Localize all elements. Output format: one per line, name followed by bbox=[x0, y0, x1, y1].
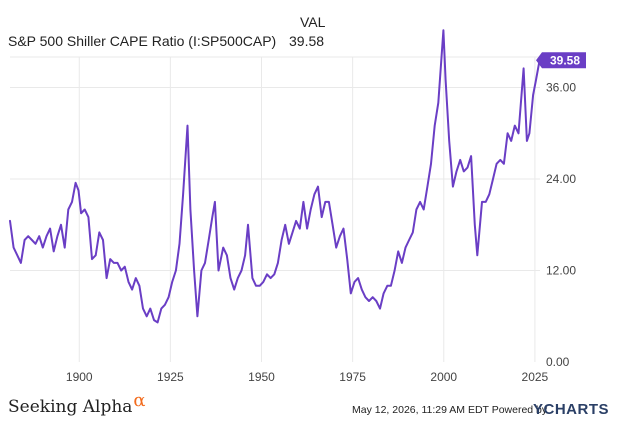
y-tick-label: 0.00 bbox=[546, 355, 570, 369]
x-tick-label: 1950 bbox=[248, 370, 275, 384]
x-tick-label: 2025 bbox=[522, 370, 549, 384]
y-tick-label: 12.00 bbox=[546, 264, 576, 278]
alpha-symbol-icon: α bbox=[133, 390, 146, 411]
cape-series-line bbox=[9, 29, 541, 324]
x-tick-label: 1975 bbox=[339, 370, 366, 384]
seeking-alpha-text: Seeking Alpha bbox=[8, 397, 133, 417]
ycharts-logo-text: CHARTS bbox=[543, 401, 610, 418]
y-tick-label: 24.00 bbox=[546, 172, 576, 186]
legend-series-value: 39.58 bbox=[289, 33, 325, 49]
y-tick-label: 36.00 bbox=[546, 81, 576, 95]
grid-lines bbox=[10, 56, 540, 362]
x-tick-label: 2000 bbox=[430, 370, 457, 384]
last-value-badge bbox=[536, 52, 586, 69]
legend-column-header: VAL bbox=[300, 14, 326, 30]
x-tick-label: 1900 bbox=[66, 370, 93, 384]
x-tick-label: 1925 bbox=[157, 370, 184, 384]
seeking-alpha-logo[interactable]: Seeking Alphaα bbox=[8, 390, 146, 417]
series-layer bbox=[9, 29, 541, 324]
last-value-label: 39.58 bbox=[550, 54, 580, 68]
timestamp-powered-by: May 12, 2026, 11:29 AM EDT Powered by bbox=[352, 404, 548, 416]
ycharts-logo-y: Y bbox=[533, 401, 544, 418]
last-value-marker-layer: 39.58 bbox=[536, 52, 586, 69]
legend-series-name: S&P 500 Shiller CAPE Ratio (I:SP500CAP) bbox=[8, 33, 277, 49]
ycharts-logo[interactable]: YCHARTS bbox=[533, 401, 609, 418]
